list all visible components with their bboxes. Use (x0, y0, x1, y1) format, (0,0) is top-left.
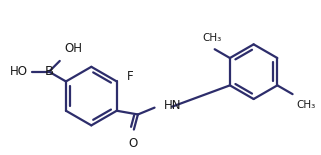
Text: O: O (128, 137, 137, 150)
Text: CH₃: CH₃ (297, 100, 316, 110)
Text: B: B (44, 65, 54, 78)
Text: F: F (126, 70, 133, 83)
Text: HO: HO (10, 65, 28, 78)
Text: HN: HN (164, 99, 182, 112)
Text: OH: OH (65, 42, 82, 55)
Text: CH₃: CH₃ (202, 33, 221, 43)
